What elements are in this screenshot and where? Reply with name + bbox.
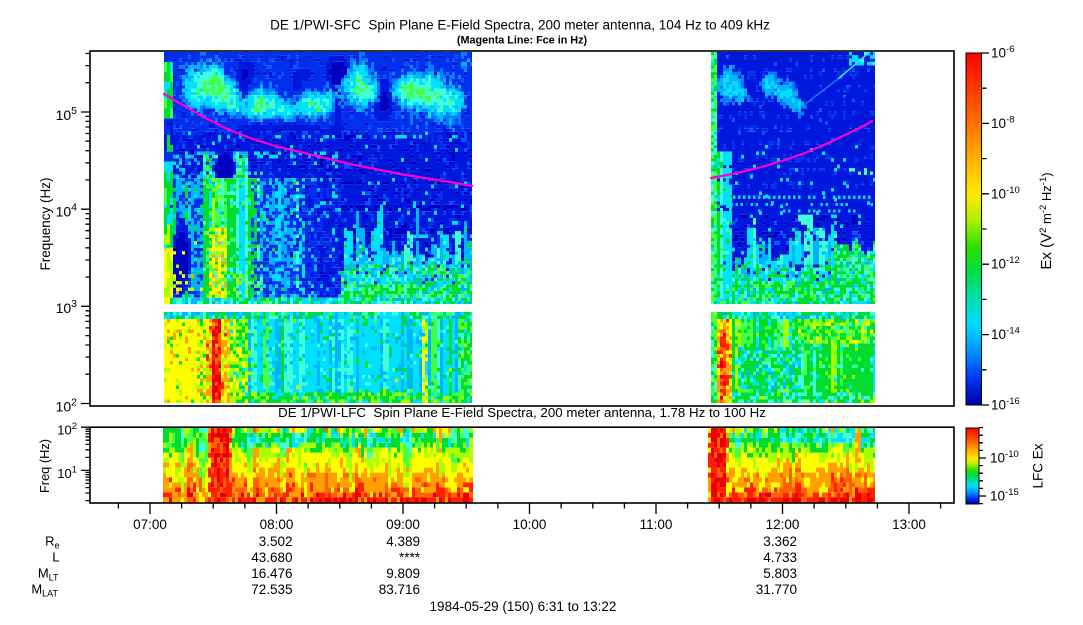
svg-text:10:00: 10:00 — [513, 517, 547, 532]
svg-text:DE 1/PWI-LFC Spin Plane E-Fie: DE 1/PWI-LFC Spin Plane E-Field Spectra,… — [278, 405, 766, 420]
svg-text:(Magenta Line: Fce in Hz): (Magenta Line: Fce in Hz) — [457, 35, 588, 47]
svg-text:1984-05-29 (150) 6:31 to 13:22: 1984-05-29 (150) 6:31 to 13:22 — [430, 599, 617, 614]
svg-text:11:00: 11:00 — [640, 517, 673, 532]
svg-text:31.770: 31.770 — [756, 582, 797, 597]
svg-text:LFC Ex: LFC Ex — [1031, 443, 1046, 488]
svg-text:13:00: 13:00 — [892, 517, 926, 532]
svg-text:9.809: 9.809 — [386, 566, 420, 581]
svg-text:5.803: 5.803 — [763, 566, 797, 581]
svg-text:****: **** — [399, 550, 421, 565]
svg-text:3.362: 3.362 — [763, 534, 797, 549]
svg-text:4.389: 4.389 — [386, 534, 420, 549]
svg-text:07:00: 07:00 — [133, 517, 167, 532]
svg-text:DE 1/PWI-SFC Spin Plane E-Fie: DE 1/PWI-SFC Spin Plane E-Field Spectra,… — [270, 18, 770, 33]
svg-text:08:00: 08:00 — [260, 517, 294, 532]
svg-text:Frequency (Hz): Frequency (Hz) — [38, 177, 53, 270]
svg-text:4.733: 4.733 — [763, 550, 797, 565]
svg-text:Freq (Hz): Freq (Hz) — [37, 439, 52, 493]
svg-text:12:00: 12:00 — [766, 517, 800, 532]
svg-text:3.502: 3.502 — [259, 534, 293, 549]
svg-text:83.716: 83.716 — [379, 582, 420, 597]
svg-text:72.535: 72.535 — [251, 582, 292, 597]
svg-text:L: L — [52, 550, 59, 565]
svg-text:43.680: 43.680 — [251, 550, 292, 565]
svg-text:Ex (V2 m-2 Hz-1): Ex (V2 m-2 Hz-1) — [1038, 172, 1055, 269]
svg-text:09:00: 09:00 — [386, 517, 420, 532]
svg-text:16.476: 16.476 — [251, 566, 292, 581]
